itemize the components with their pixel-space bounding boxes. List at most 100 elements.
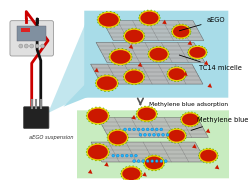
- Circle shape: [203, 56, 205, 57]
- Polygon shape: [214, 165, 218, 169]
- Circle shape: [128, 61, 129, 63]
- Polygon shape: [102, 21, 203, 41]
- Circle shape: [177, 128, 178, 130]
- Circle shape: [131, 42, 133, 44]
- Circle shape: [187, 51, 188, 53]
- Circle shape: [211, 161, 213, 163]
- Circle shape: [202, 161, 204, 163]
- Circle shape: [150, 24, 152, 26]
- Circle shape: [179, 119, 181, 120]
- Circle shape: [147, 168, 149, 170]
- Circle shape: [179, 79, 181, 81]
- Circle shape: [122, 168, 124, 170]
- Circle shape: [109, 142, 111, 143]
- Circle shape: [123, 73, 125, 75]
- Circle shape: [128, 128, 130, 131]
- Circle shape: [147, 106, 149, 108]
- Circle shape: [132, 180, 134, 182]
- Circle shape: [105, 11, 107, 13]
- Circle shape: [155, 115, 156, 118]
- Circle shape: [155, 160, 158, 163]
- Circle shape: [105, 146, 107, 148]
- Circle shape: [141, 128, 144, 131]
- Circle shape: [203, 47, 205, 49]
- Circle shape: [136, 111, 138, 112]
- Circle shape: [197, 58, 199, 60]
- Circle shape: [183, 71, 185, 73]
- Circle shape: [123, 38, 125, 40]
- Polygon shape: [137, 62, 142, 67]
- Circle shape: [122, 76, 124, 78]
- Circle shape: [166, 135, 168, 137]
- Circle shape: [155, 60, 157, 62]
- Circle shape: [200, 46, 202, 48]
- Circle shape: [147, 133, 150, 136]
- Circle shape: [121, 64, 123, 66]
- Circle shape: [168, 130, 170, 132]
- Polygon shape: [96, 42, 204, 62]
- Circle shape: [139, 19, 140, 22]
- Circle shape: [147, 56, 149, 58]
- Circle shape: [193, 124, 195, 126]
- Circle shape: [204, 53, 206, 56]
- Circle shape: [122, 35, 124, 37]
- Circle shape: [130, 56, 132, 58]
- Circle shape: [186, 35, 188, 37]
- FancyBboxPatch shape: [10, 21, 53, 56]
- Circle shape: [117, 16, 119, 18]
- Circle shape: [105, 120, 107, 122]
- Circle shape: [170, 129, 172, 131]
- Circle shape: [102, 108, 104, 110]
- Ellipse shape: [124, 70, 143, 83]
- Circle shape: [116, 154, 119, 157]
- Circle shape: [95, 80, 97, 81]
- Circle shape: [187, 112, 189, 114]
- Circle shape: [140, 107, 142, 109]
- Circle shape: [193, 112, 195, 115]
- Circle shape: [153, 11, 155, 13]
- Circle shape: [216, 155, 218, 157]
- Circle shape: [184, 112, 186, 115]
- Circle shape: [198, 157, 200, 159]
- Circle shape: [202, 149, 204, 151]
- Circle shape: [173, 35, 174, 37]
- Circle shape: [85, 115, 87, 117]
- Circle shape: [155, 111, 156, 112]
- Circle shape: [98, 123, 100, 125]
- Circle shape: [153, 23, 155, 25]
- Circle shape: [205, 161, 207, 163]
- Circle shape: [98, 107, 100, 109]
- Circle shape: [179, 67, 181, 69]
- Circle shape: [107, 154, 109, 156]
- Ellipse shape: [110, 50, 130, 64]
- Circle shape: [140, 22, 142, 24]
- Circle shape: [182, 69, 184, 71]
- Circle shape: [205, 51, 207, 53]
- Circle shape: [184, 25, 186, 27]
- Circle shape: [114, 77, 116, 79]
- Circle shape: [104, 90, 106, 92]
- Circle shape: [181, 24, 183, 26]
- Circle shape: [91, 122, 93, 124]
- Circle shape: [139, 175, 141, 177]
- Circle shape: [107, 134, 109, 136]
- Polygon shape: [187, 41, 192, 45]
- Circle shape: [124, 142, 126, 143]
- Circle shape: [155, 12, 158, 14]
- Circle shape: [166, 137, 168, 139]
- Circle shape: [134, 83, 136, 85]
- Circle shape: [155, 46, 157, 48]
- Circle shape: [197, 155, 199, 157]
- Circle shape: [157, 14, 159, 16]
- Circle shape: [111, 75, 113, 77]
- Circle shape: [94, 123, 97, 125]
- Circle shape: [85, 151, 87, 153]
- Circle shape: [138, 29, 140, 31]
- Circle shape: [118, 129, 120, 131]
- Circle shape: [137, 160, 139, 163]
- Circle shape: [143, 120, 145, 122]
- Circle shape: [104, 74, 106, 77]
- Circle shape: [86, 112, 88, 114]
- Circle shape: [111, 89, 113, 91]
- Circle shape: [146, 160, 148, 163]
